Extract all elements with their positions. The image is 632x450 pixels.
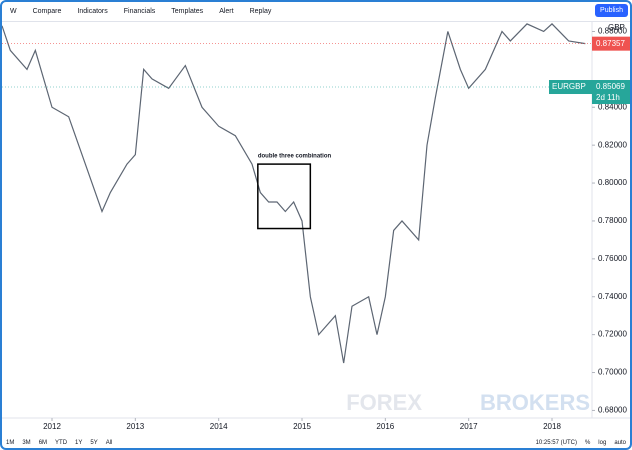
publish-button[interactable]: Publish [595,4,628,17]
y-tick-label: 0.78000 [598,216,627,225]
annotation-label: double three combination [258,154,332,160]
x-tick-label: 2015 [293,422,311,431]
chart: GBP FOREX BROKERS 0.68000 0.70000 0.72000 0.7… [2,22,630,431]
range[interactable]: YTD [55,439,68,446]
button[interactable]: Compare [32,8,62,15]
option[interactable]: % [584,439,591,446]
y-tick-label: 0.82000 [598,140,627,149]
x-tick-label: 2014 [210,422,228,431]
price-tag [592,80,630,105]
y-tick-label: 0.76000 [598,254,627,263]
button[interactable]: Replay [249,8,272,15]
option[interactable]: auto [614,439,626,446]
price-label: 0.85069 [596,82,625,91]
y-tick-label: 0.74000 [598,292,627,301]
price-tag [592,36,630,51]
option[interactable]: log [598,439,607,446]
y-tick-label: 0.70000 [598,368,627,377]
watermark: FOREX [346,390,422,415]
button[interactable]: Indicators [77,8,108,15]
x-tick-label: 2018 [543,422,561,431]
symbol-tag: EURGBP [552,82,586,91]
x-tick-label: 2017 [460,422,478,431]
x-tick-label: 2013 [126,422,144,431]
y-tick-label: 0.88000 [598,27,627,36]
button[interactable]: Templates [171,8,204,15]
price-tag [549,80,592,95]
range[interactable]: 1Y [75,439,83,446]
button[interactable]: Alert [219,8,234,15]
range[interactable]: 1M [6,439,15,446]
range[interactable]: 5Y [90,439,98,446]
currency: GBP [608,23,625,32]
range[interactable]: 6M [38,439,48,446]
bottom-bar: 1M 3M 6M YTD 1Y 5Y All 10:25:57 (UTC) % … [2,437,630,448]
countdown: 2d 11h [596,93,620,102]
y-tick-label: 0.80000 [598,178,627,187]
watermark: BROKERS [480,390,590,415]
price-line [2,23,586,364]
range[interactable]: All [105,439,113,446]
annotation-box [257,163,312,230]
button[interactable]: Financials [123,8,156,15]
x-tick-label: 2016 [376,422,394,431]
clock: 10:25:57 (UTC) [535,439,577,446]
y-tick-label: 0.84000 [598,102,627,111]
range[interactable]: 3M [22,439,31,446]
y-tick-label: 0.72000 [598,330,627,339]
price-label: 0.87357 [596,39,625,48]
x-tick-label: 2012 [43,422,61,431]
y-tick-label: 0.68000 [598,406,627,415]
toolbar: W Compare Indicators Financials Template… [2,2,630,22]
interval[interactable]: W [10,8,17,15]
